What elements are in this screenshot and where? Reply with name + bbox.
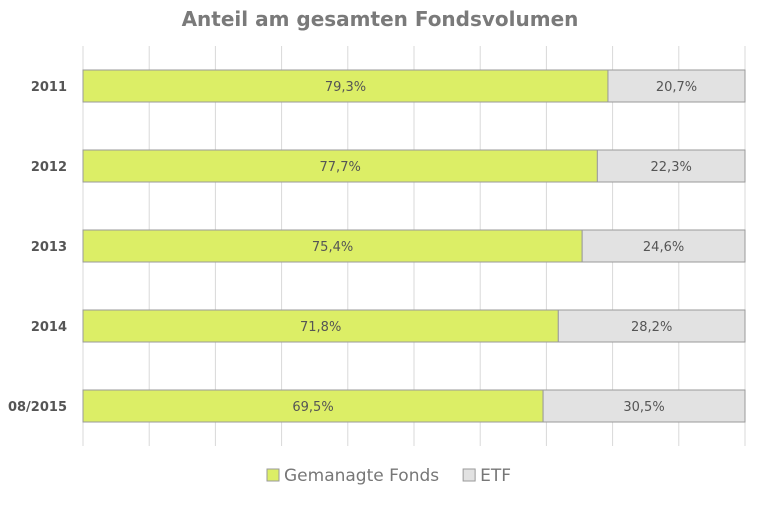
data-label: 22,3% — [651, 160, 692, 175]
bar-segment — [82, 389, 544, 423]
bar-segment — [82, 69, 609, 103]
category-label: 08/2015 — [8, 400, 67, 415]
data-label: 69,5% — [292, 400, 333, 415]
bar-segment — [607, 69, 746, 103]
data-label: 28,2% — [631, 320, 672, 335]
data-label: 20,7% — [656, 80, 697, 95]
category-label: 2011 — [31, 80, 67, 95]
data-label: 79,3% — [325, 80, 366, 95]
bar-segment — [82, 149, 598, 183]
data-label: 24,6% — [643, 240, 684, 255]
bars: 79,3% 20,7% 77,7% 22,3% 75,4% 24,6% 71,8% 28,2%… — [82, 69, 746, 423]
category-labels: 2011 2012 2013 2014 08/2015 — [8, 80, 67, 415]
data-label: 75,4% — [312, 240, 353, 255]
data-label: 77,7% — [320, 160, 361, 175]
category-label: 2014 — [31, 320, 67, 335]
bar-segment — [557, 309, 746, 343]
bar-segment — [581, 229, 746, 263]
data-label: 30,5% — [623, 400, 664, 415]
bar-segment — [596, 149, 746, 183]
category-label: 2013 — [31, 240, 67, 255]
legend-swatch — [266, 468, 280, 482]
chart-title: Anteil am gesamten Fondsvolumen — [182, 7, 579, 31]
legend-label: ETF — [480, 466, 511, 486]
legend-label: Gemanagte Fonds — [284, 466, 439, 486]
bar-segment — [82, 229, 583, 263]
bar-segment — [542, 389, 746, 423]
legend: Gemanagte Fonds ETF — [266, 466, 511, 486]
legend-swatch — [462, 468, 476, 482]
category-label: 2012 — [31, 160, 67, 175]
data-label: 71,8% — [300, 320, 341, 335]
